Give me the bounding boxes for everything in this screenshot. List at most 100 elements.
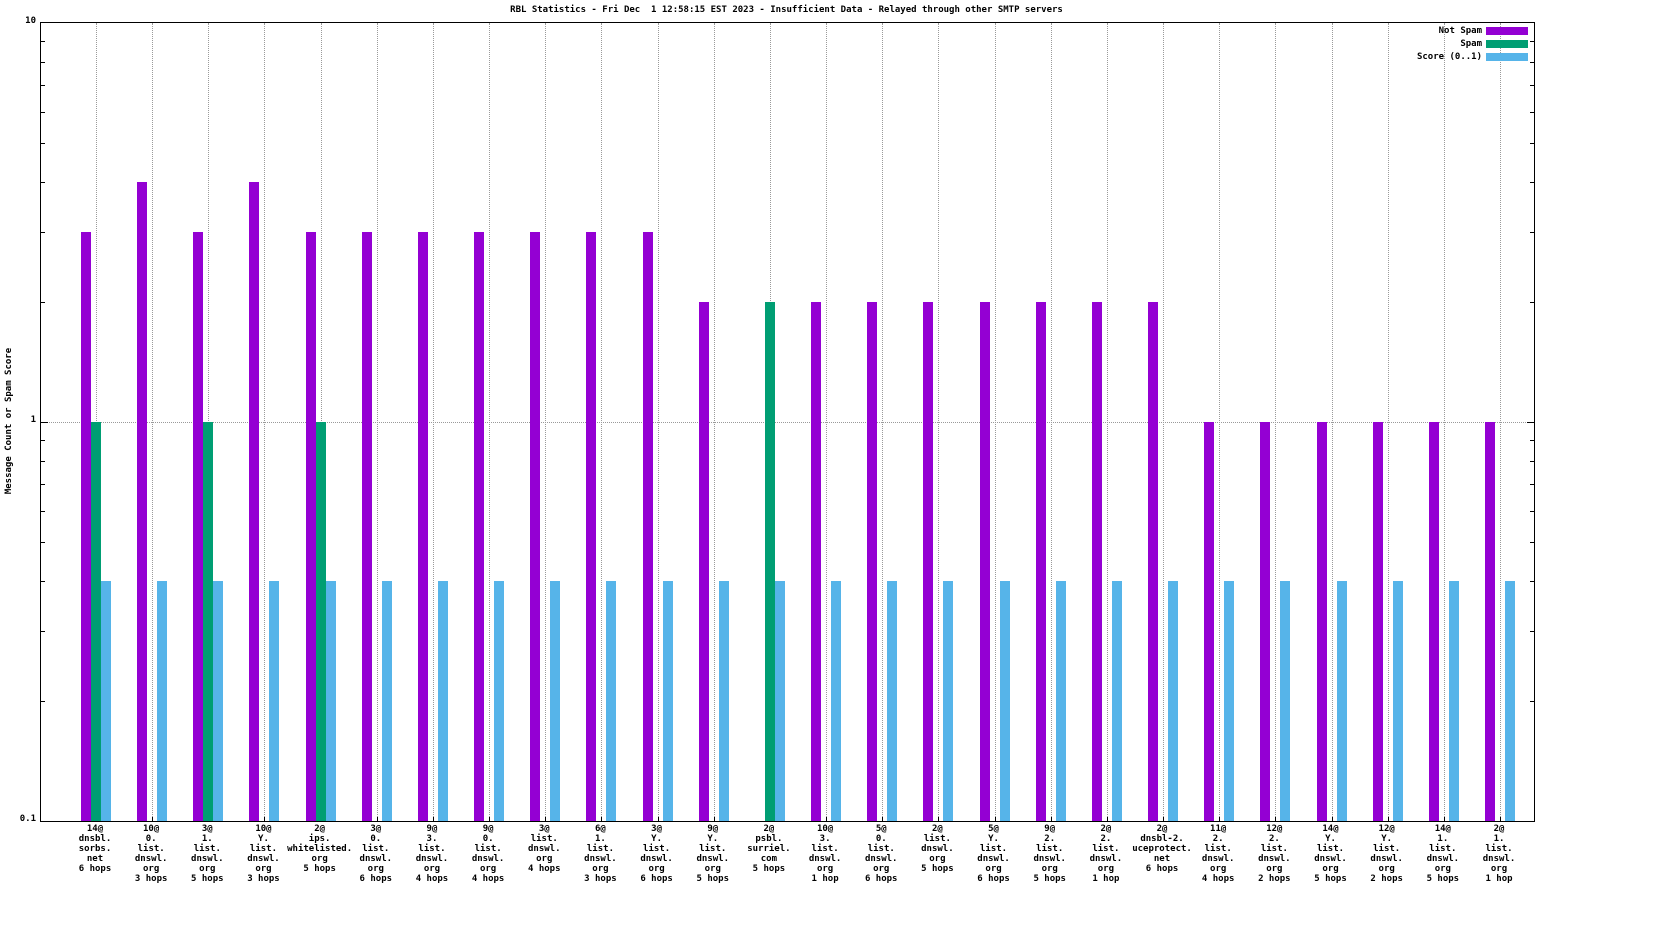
bar-score-0-1- bbox=[381, 580, 392, 821]
y-minor-tick bbox=[1530, 510, 1534, 512]
x-tick bbox=[1443, 817, 1445, 821]
gridline-x bbox=[657, 23, 659, 821]
legend-swatch bbox=[1486, 53, 1528, 61]
bar-not-spam bbox=[1428, 422, 1439, 821]
x-tick-label: 10@ Y. list. dnswl. org 3 hops bbox=[247, 824, 280, 884]
x-tick-label: 14@ 1. list. dnswl. org 5 hops bbox=[1426, 824, 1460, 884]
bar-score-0-1- bbox=[1168, 580, 1179, 821]
x-tick bbox=[938, 817, 940, 821]
gridline-x bbox=[1163, 23, 1165, 821]
x-tick-label: 12@ Y. list. dnswl. org 2 hops bbox=[1370, 824, 1403, 884]
bar-not-spam bbox=[811, 301, 822, 821]
y-minor-tick bbox=[41, 483, 45, 485]
y-major-tick bbox=[41, 422, 48, 423]
x-tick-label: 3@ 1. list. dnswl. org 5 hops bbox=[191, 824, 224, 884]
gridline-x bbox=[713, 23, 715, 821]
bar-score-0-1- bbox=[774, 580, 785, 821]
x-tick bbox=[1163, 817, 1165, 821]
bar-spam bbox=[203, 422, 214, 821]
x-tick-label: 14@ Y. list. dnswl. org 5 hops bbox=[1314, 824, 1347, 884]
x-tick-label: 2@ dnsbl-2. uceprotect. net 6 hops bbox=[1132, 824, 1192, 874]
gridline-x bbox=[994, 23, 996, 821]
gridline-x bbox=[152, 23, 154, 821]
x-tick bbox=[713, 817, 715, 821]
legend-label: Spam bbox=[1460, 39, 1482, 49]
bar-not-spam bbox=[81, 231, 91, 821]
x-tick bbox=[1331, 817, 1333, 821]
bar-score-0-1- bbox=[1448, 580, 1459, 821]
bar-score-0-1- bbox=[606, 580, 617, 821]
gridline-x bbox=[938, 23, 940, 821]
y-tick-label: 10 bbox=[25, 16, 36, 26]
x-tick-label: 9@ 3. list. dnswl. org 4 hops bbox=[415, 824, 449, 884]
y-minor-tick bbox=[1530, 41, 1534, 43]
x-tick-label: 2@ 2. list. dnswl. org 1 hop bbox=[1089, 824, 1123, 884]
y-minor-tick bbox=[1530, 231, 1534, 233]
y-tick-label: 0.1 bbox=[19, 814, 36, 824]
x-tick bbox=[1275, 817, 1277, 821]
bar-spam bbox=[764, 301, 775, 821]
gridline-x bbox=[1331, 23, 1333, 821]
y-minor-tick bbox=[41, 700, 45, 702]
y-minor-tick bbox=[41, 231, 45, 233]
gridline-x bbox=[1387, 23, 1389, 821]
y-minor-tick bbox=[41, 460, 45, 462]
x-tick-label: 5@ 0. list. dnswl. org 6 hops bbox=[864, 824, 898, 884]
gridline-x bbox=[1050, 23, 1052, 821]
bar-spam bbox=[315, 422, 326, 821]
legend-swatch bbox=[1486, 40, 1528, 48]
gridline-y-1 bbox=[41, 422, 1534, 423]
x-tick-label: 10@ 0. list. dnswl. org 3 hops bbox=[134, 824, 168, 884]
bar-score-0-1- bbox=[1055, 580, 1066, 821]
y-minor-tick bbox=[1530, 143, 1534, 145]
x-tick-label: 3@ Y. list. dnswl. org 6 hops bbox=[640, 824, 673, 884]
x-tick-label: 2@ psbl. surriel. com 5 hops bbox=[747, 824, 791, 874]
gridline-x bbox=[1500, 23, 1501, 821]
x-tick-label: 9@ 2. list. dnswl. org 5 hops bbox=[1033, 824, 1066, 884]
y-minor-tick bbox=[41, 630, 45, 632]
x-tick bbox=[994, 817, 996, 821]
gridline-x bbox=[264, 23, 266, 821]
x-tick bbox=[376, 817, 378, 821]
legend-label: Score (0..1) bbox=[1416, 52, 1482, 62]
bar-not-spam bbox=[1260, 422, 1271, 821]
bar-score-0-1- bbox=[494, 580, 505, 821]
bar-score-0-1- bbox=[101, 580, 111, 821]
x-tick bbox=[657, 817, 659, 821]
bar-not-spam bbox=[1091, 301, 1102, 821]
x-tick bbox=[882, 817, 884, 821]
y-minor-tick bbox=[1530, 460, 1534, 462]
gridline-x bbox=[601, 23, 603, 821]
bar-score-0-1- bbox=[437, 580, 448, 821]
gridline-x bbox=[1275, 23, 1277, 821]
bar-not-spam bbox=[1204, 422, 1215, 821]
y-minor-tick bbox=[41, 301, 45, 303]
x-tick bbox=[1387, 817, 1389, 821]
gridline-x bbox=[432, 23, 434, 821]
y-minor-tick bbox=[41, 440, 45, 442]
x-tick-label: 3@ 0. list. dnswl. org 6 hops bbox=[359, 824, 393, 884]
plot-area bbox=[40, 22, 1535, 822]
gridline-x bbox=[1219, 23, 1221, 821]
gridline-x bbox=[826, 23, 828, 821]
bar-score-0-1- bbox=[1505, 580, 1515, 821]
y-minor-tick bbox=[1530, 61, 1534, 63]
x-tick-label: 9@ 0. list. dnswl. org 4 hops bbox=[471, 824, 505, 884]
x-tick-label: 5@ Y. list. dnswl. org 6 hops bbox=[977, 824, 1010, 884]
bar-not-spam bbox=[530, 231, 541, 821]
y-minor-tick bbox=[1530, 301, 1534, 303]
bar-score-0-1- bbox=[718, 580, 729, 821]
bar-not-spam bbox=[1372, 422, 1383, 821]
legend-label: Not Spam bbox=[1438, 26, 1482, 36]
bar-not-spam bbox=[923, 301, 934, 821]
bar-score-0-1- bbox=[999, 580, 1010, 821]
y-major-tick bbox=[1527, 422, 1534, 423]
y-minor-tick bbox=[41, 41, 45, 43]
bar-score-0-1- bbox=[943, 580, 954, 821]
bar-not-spam bbox=[474, 231, 485, 821]
x-tick-label: 11@ 2. list. dnswl. org 4 hops bbox=[1201, 824, 1235, 884]
x-tick-label: 6@ 1. list. dnswl. org 3 hops bbox=[584, 824, 617, 884]
gridline-x bbox=[545, 23, 547, 821]
gridline-x bbox=[489, 23, 491, 821]
y-minor-tick bbox=[41, 111, 45, 113]
